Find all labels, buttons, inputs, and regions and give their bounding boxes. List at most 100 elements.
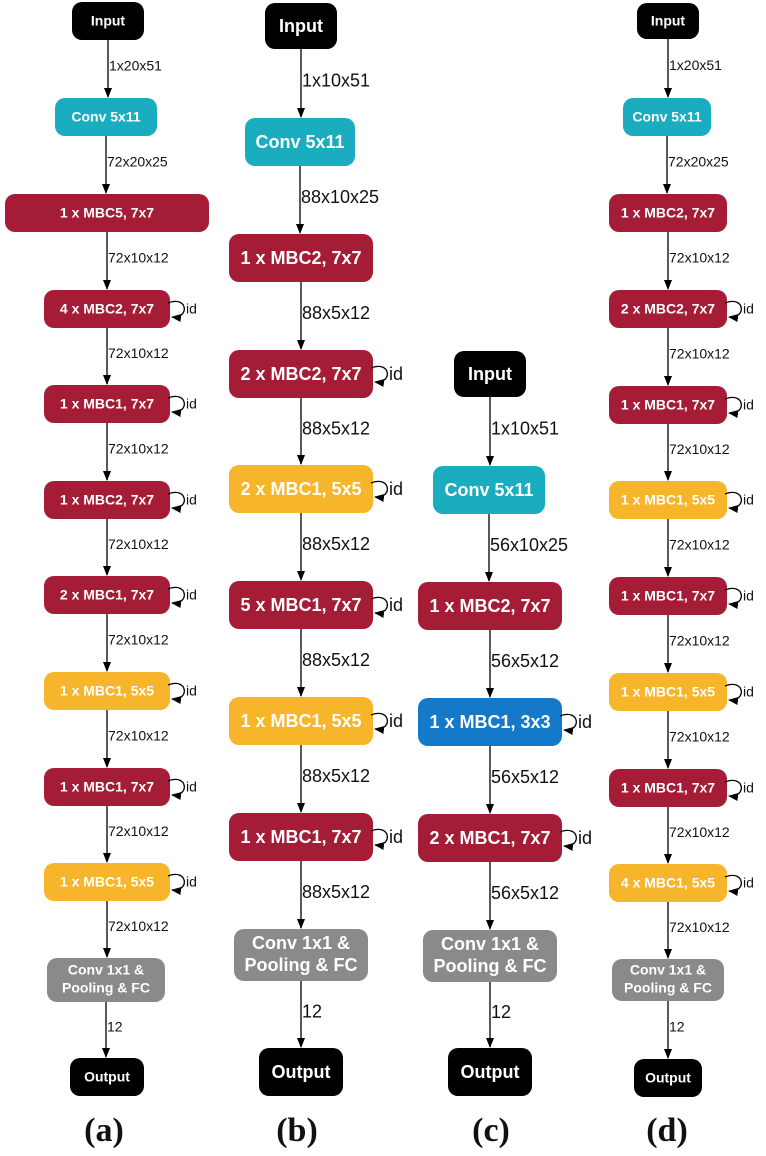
node-mbc7: 1 x MBC2, 7x7 [229,234,373,282]
node-mbc5: 1 x MBC1, 5x5 id [44,672,197,710]
identity-loop-label: id [578,828,592,848]
node-head: Conv 1x1 &Pooling & FC [234,929,368,981]
edge-shape-label: 72x10x12 [669,441,730,457]
identity-loop-arrow [724,874,742,896]
node-io: Input [637,3,699,39]
identity-loop-arrow [724,300,742,322]
edge-shape-label: 12 [491,1002,511,1022]
identity-loop-arrow [559,829,577,851]
node-mbc7: 1 x MBC2, 7x7 [418,582,562,630]
node-conv: Conv 5x11 [623,98,711,136]
identity-loop-arrow [724,491,742,513]
node-label: 1 x MBC1, 5x5 [60,874,154,890]
edge-shape-label: 88x5x12 [302,418,370,438]
identity-loop-arrow [167,873,185,895]
node-label: Conv 1x1 & [252,933,350,953]
identity-loop-label: id [743,875,754,891]
identity-loop-arrow [370,828,388,850]
node-box [609,864,727,902]
node-box [44,481,170,519]
identity-loop-label: id [186,396,197,412]
node-label: 2 x MBC1, 7x7 [60,587,154,603]
node-box [418,698,562,746]
node-head: Conv 1x1 &Pooling & FC [612,959,724,1001]
node-head: Conv 1x1 &Pooling & FC [423,930,557,982]
node-mbc5: 4 x MBC1, 5x5 id [609,864,754,902]
nodes-layer: Input Conv 5x11 1 x MBC5, 7x7 4 x MBC2, 7x7… [5,2,754,1097]
node-box [609,194,727,232]
node-label: Conv 5x11 [444,480,533,500]
edge-shape-label: 72x10x12 [669,729,730,745]
node-label: Output [461,1062,520,1082]
identity-loop-label: id [186,683,197,699]
panel-labels-layer: (a) (b) (c) (d) [84,1112,688,1149]
node-label: Output [272,1062,331,1082]
node-label: 1 x MBC1, 7x7 [621,397,715,413]
edge-shape-label: 88x5x12 [302,650,370,670]
identity-loop-arrow [167,395,185,417]
node-box [229,813,373,861]
node-box [612,959,724,1001]
edge-shape-label: 1x20x51 [109,58,162,74]
node-box [44,768,170,806]
edge-shape-label: 12 [669,1019,685,1035]
identity-loop-label: id [389,711,403,731]
node-box [44,863,170,901]
node-box [454,351,526,397]
node-label: Input [91,13,126,29]
identity-loop-label: id [743,301,754,317]
node-label: Input [651,13,686,29]
node-box [70,1058,144,1096]
edge-shape-label: 56x5x12 [491,651,559,671]
node-label: 2 x MBC1, 7x7 [429,828,550,848]
edge-shape-label: 56x5x12 [491,883,559,903]
edge-shape-label: 72x10x12 [669,633,730,649]
node-label: Conv 5x11 [632,109,701,125]
node-mbc7: 2 x MBC2, 7x7 id [229,350,403,398]
node-box [72,2,144,40]
edge-shape-label: 88x5x12 [302,882,370,902]
node-mbc7: 2 x MBC2, 7x7 id [609,290,754,328]
node-label: Output [645,1070,691,1086]
node-label: 1 x MBC2, 7x7 [429,596,550,616]
node-io: Output [634,1059,702,1097]
identity-loop-label: id [743,684,754,700]
node-mbc5: 1 x MBC1, 5x5 id [229,697,403,745]
node-label: Pooling & FC [624,980,712,996]
node-label: 1 x MBC2, 7x7 [240,248,361,268]
node-box [634,1059,702,1097]
identity-loop-label: id [743,397,754,413]
identity-loop-label: id [389,479,403,499]
node-io: Output [448,1048,532,1096]
edge-shape-label: 72x10x12 [669,346,730,362]
node-box [234,929,368,981]
node-label: 1 x MBC1, 7x7 [60,396,154,412]
node-label: 1 x MBC1, 5x5 [621,684,715,700]
node-mbc7: 1 x MBC5, 7x7 [5,194,209,232]
node-mbc7: 2 x MBC1, 7x7 id [418,814,592,862]
node-mbc5: 2 x MBC1, 5x5 id [229,465,403,513]
identity-loop-label: id [186,492,197,508]
node-conv: Conv 5x11 [55,98,157,136]
edges-layer: 1x20x51 72x20x25 72x10x12 72x10x12 72x10x12 7… [102,39,730,1059]
node-mbc5: 1 x MBC1, 5x5 id [44,863,197,901]
edge-shape-label: 1x10x51 [491,418,559,438]
node-box [229,465,373,513]
node-mbc7: 1 x MBC2, 7x7 [609,194,727,232]
node-mbc7: 1 x MBC1, 7x7 id [229,813,403,861]
identity-loop-label: id [389,595,403,615]
edge-shape-label: 72x10x12 [669,824,730,840]
edge-shape-label: 72x10x12 [108,632,169,648]
edge-shape-label: 72x20x25 [107,154,168,170]
node-box [44,290,170,328]
node-label: Input [279,16,323,36]
node-label: 2 x MBC2, 7x7 [240,364,361,384]
node-label: 1 x MBC1, 5x5 [240,711,361,731]
edge-shape-label: 88x5x12 [302,303,370,323]
node-box [5,194,209,232]
node-mbc5: 1 x MBC1, 5x5 id [609,481,754,519]
edge-shape-label: 56x10x25 [490,535,568,555]
identity-loop-arrow [167,300,185,322]
node-mbc7: 1 x MBC1, 7x7 id [609,577,754,615]
node-label: 1 x MBC2, 7x7 [60,492,154,508]
